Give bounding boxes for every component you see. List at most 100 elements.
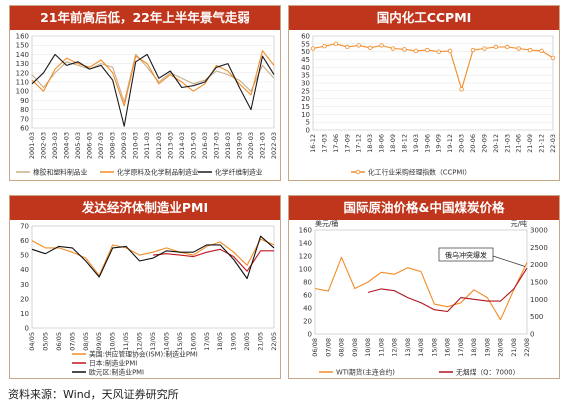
x-tick-label: 2021-03 [258, 132, 266, 159]
pmi-chart: 0 10 20 30 40 50 60 70 04/05 05/05 06/05 07/05 08/05… [20, 223, 278, 377]
y-tick-label: 40 [303, 305, 312, 313]
x-tick-label: 2002-03 [40, 132, 48, 159]
y-tick-label: 140 [16, 51, 29, 59]
x-tick-label: 21-03 [503, 134, 511, 153]
y-tick-label: 45 [301, 56, 310, 64]
x-tick-label: 19-09 [435, 134, 443, 153]
y2-tick-label: 1000 [530, 296, 548, 304]
x-tick-label: 17-12 [355, 134, 363, 153]
series-line [31, 50, 275, 107]
legend-label: 化工行业采购经理指数（CCPMI） [368, 168, 471, 177]
series-line [367, 267, 528, 313]
x-tick-label: 15/08 [430, 338, 438, 357]
y-tick-label: 60 [301, 33, 310, 41]
x-tick-label: 16/08 [444, 338, 452, 357]
x-tick-label: 2017-03 [212, 132, 220, 159]
x-tick-label: 06/05 [55, 332, 63, 351]
data-point [322, 43, 327, 49]
data-point [505, 44, 510, 50]
x-tick-label: 13/08 [404, 338, 412, 357]
chart-title: 21年前高后低，22年上半年景气走弱 [10, 6, 280, 30]
panel-ccpmi: 国内化工CCPMI 0 5 10 15 20 25 30 35 40 45 50 55 60 16-12 1… [288, 5, 560, 181]
y-tick-label: 130 [16, 60, 29, 68]
data-point [356, 43, 361, 48]
series-line [312, 43, 554, 90]
x-tick-label: 17-03 [320, 134, 328, 153]
data-point [539, 48, 544, 54]
oil-coal-chart: 0 20 40 60 80 100 120 140 160 0 500 1000 1500 2000 250… [299, 219, 548, 377]
x-tick-label: 19-03 [412, 134, 420, 153]
x-tick-label: 2008-03 [109, 132, 117, 159]
x-tick-label: 21/05 [257, 332, 265, 351]
data-point [436, 49, 441, 54]
x-tick-label: 19/05 [230, 332, 238, 351]
x-tick-label: 04/05 [28, 332, 36, 351]
x-tick-label: 19-12 [446, 134, 454, 153]
x-tick-label: 18-12 [400, 134, 408, 153]
data-point [470, 47, 476, 53]
y2-tick-label: 2500 [530, 244, 548, 252]
x-tick-label: 08/08 [338, 338, 346, 357]
x-tick-label: 2019-03 [235, 132, 243, 159]
legend-label: 无烟煤（Q：7000） [456, 368, 519, 377]
y-tick-label: 70 [20, 115, 29, 123]
series-line [152, 248, 274, 272]
x-tick-label: 17/08 [457, 338, 465, 357]
x-tick-label: 13/05 [149, 332, 157, 351]
x-tick-label: 2020-03 [247, 132, 255, 159]
x-tick-label: 14/08 [417, 338, 425, 357]
data-point [333, 41, 339, 47]
legend-label: 欧元区:制造业PMI [89, 368, 144, 377]
y-tick-label: 110 [16, 79, 29, 87]
y-tick-label: 0 [306, 127, 310, 135]
y-tick-label: 10 [301, 111, 310, 119]
data-point [413, 48, 419, 54]
y-tick-label: 100 [299, 266, 312, 274]
y-tick-label: 20 [301, 95, 310, 103]
legend-label: 美国:供应管理协会(ISM):制造业PMI [89, 350, 198, 359]
x-tick-label: 2011-03 [143, 132, 151, 159]
source-note: 资料来源：Wind，天风证券研究所 [8, 388, 179, 401]
x-tick-label: 2016-03 [201, 132, 209, 159]
x-tick-label: 18/08 [470, 338, 478, 357]
annotation-label: 俄乌冲突爆发 [445, 251, 487, 260]
x-tick-label: 17-06 [332, 134, 340, 153]
x-tick-label: 20/05 [243, 332, 251, 351]
chart-title: 发达经济体制造业PMI [10, 196, 280, 220]
series-line [31, 53, 275, 127]
x-tick-label: 2015-03 [189, 132, 197, 159]
data-point [516, 46, 521, 51]
panel-chemical-index: 21年前高后低，22年上半年景气走弱 60 70 80 90 100 110 120 130 1… [9, 5, 281, 181]
x-tick-label: 21-09 [526, 134, 534, 153]
x-tick-label: 22/08 [523, 338, 531, 357]
y-tick-label: 20 [303, 318, 312, 326]
series-line [31, 53, 275, 103]
y-tick-label: 25 [301, 87, 310, 95]
y-tick-label: 100 [16, 88, 29, 96]
data-point [310, 46, 316, 51]
x-tick-label: 07/08 [324, 338, 332, 357]
x-tick-label: 2009-03 [120, 132, 128, 159]
x-tick-label: 2004-03 [63, 132, 71, 159]
x-tick-label: 09/05 [95, 332, 103, 351]
annotation-box [438, 247, 494, 262]
y-tick-label: 80 [303, 279, 312, 287]
x-tick-label: 10/08 [364, 338, 372, 357]
left-axis-unit: 美元/桶 [315, 219, 338, 228]
data-point [345, 44, 350, 50]
y-tick-label: 150 [16, 42, 29, 50]
x-tick-label: 11/05 [122, 332, 130, 351]
data-point [425, 47, 430, 53]
x-tick-label: 2010-03 [132, 132, 140, 159]
y2-tick-label: 0 [530, 331, 534, 339]
x-tick-label: 07/05 [68, 332, 76, 351]
y-tick-label: 20 [20, 295, 29, 303]
x-tick-label: 18-09 [389, 134, 397, 153]
x-tick-label: 20/08 [497, 338, 505, 357]
y-tick-label: 160 [16, 33, 29, 41]
y-tick-label: 80 [20, 106, 29, 114]
x-tick-label: 10/05 [109, 332, 117, 351]
y-tick-label: 30 [301, 80, 310, 88]
